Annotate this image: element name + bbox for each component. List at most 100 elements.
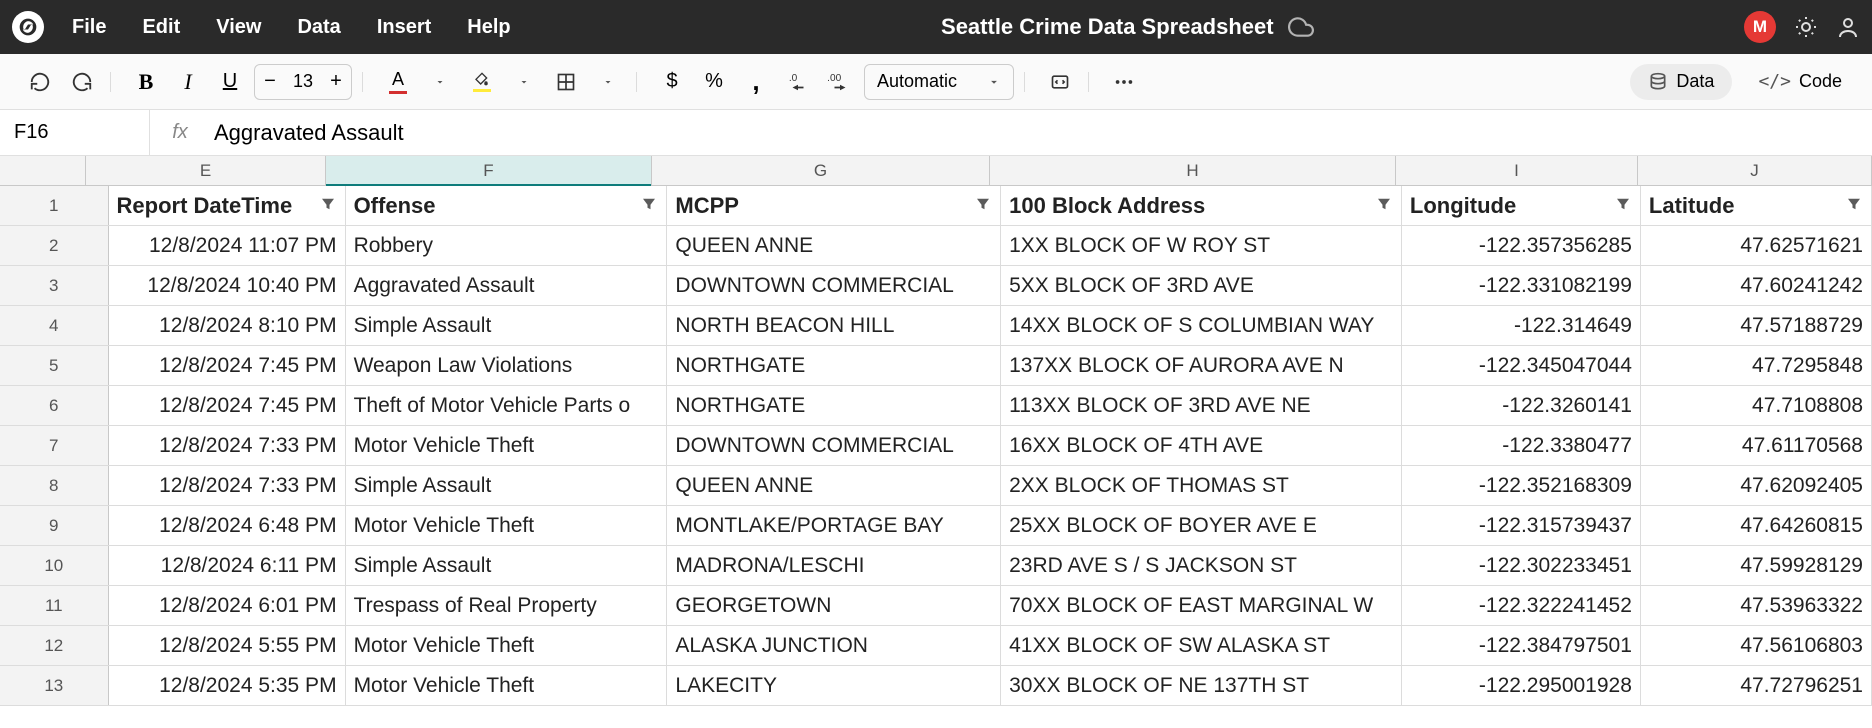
cell[interactable]: MONTLAKE/PORTAGE BAY: [667, 506, 1001, 545]
cell[interactable]: 12/8/2024 6:01 PM: [109, 586, 346, 625]
cell[interactable]: Motor Vehicle Theft: [346, 506, 668, 545]
cell[interactable]: Motor Vehicle Theft: [346, 426, 668, 465]
currency-button[interactable]: $: [654, 64, 690, 100]
cell[interactable]: -122.3380477: [1402, 426, 1641, 465]
cell[interactable]: -122.314649: [1402, 306, 1641, 345]
cell[interactable]: 12/8/2024 5:55 PM: [109, 626, 346, 665]
cell[interactable]: 47.53963322: [1641, 586, 1872, 625]
cell[interactable]: -122.302233451: [1402, 546, 1641, 585]
filter-icon[interactable]: [974, 193, 992, 219]
cell[interactable]: DOWNTOWN COMMERCIAL: [667, 426, 1001, 465]
cell[interactable]: 12/8/2024 8:10 PM: [109, 306, 346, 345]
cell[interactable]: QUEEN ANNE: [667, 226, 1001, 265]
cell[interactable]: Motor Vehicle Theft: [346, 666, 668, 705]
font-size-increase[interactable]: +: [321, 70, 351, 93]
share-icon[interactable]: [1836, 15, 1860, 39]
column-title[interactable]: Latitude: [1641, 186, 1872, 225]
filter-icon[interactable]: [1845, 193, 1863, 219]
row-header[interactable]: 1: [0, 186, 109, 225]
cell[interactable]: 47.62092405: [1641, 466, 1872, 505]
row-header[interactable]: 9: [0, 506, 109, 545]
app-logo[interactable]: [12, 11, 44, 43]
text-color-button[interactable]: A: [380, 64, 416, 100]
cell[interactable]: 47.7108808: [1641, 386, 1872, 425]
text-color-dropdown[interactable]: [422, 64, 458, 100]
column-title[interactable]: MCPP: [667, 186, 1001, 225]
font-size-input[interactable]: [285, 71, 321, 92]
cell[interactable]: Robbery: [346, 226, 668, 265]
cell[interactable]: 47.60241242: [1641, 266, 1872, 305]
cell[interactable]: Trespass of Real Property: [346, 586, 668, 625]
cell[interactable]: -122.331082199: [1402, 266, 1641, 305]
cell[interactable]: Simple Assault: [346, 306, 668, 345]
cell[interactable]: ALASKA JUNCTION: [667, 626, 1001, 665]
cell[interactable]: NORTHGATE: [667, 346, 1001, 385]
menu-insert[interactable]: Insert: [377, 16, 431, 39]
cell[interactable]: 70XX BLOCK OF EAST MARGINAL W: [1001, 586, 1402, 625]
column-header-E[interactable]: E: [86, 156, 326, 185]
cell[interactable]: -122.357356285: [1402, 226, 1641, 265]
fill-color-dropdown[interactable]: [506, 64, 542, 100]
cell[interactable]: 47.57188729: [1641, 306, 1872, 345]
cell[interactable]: Simple Assault: [346, 466, 668, 505]
cell-reference-box[interactable]: F16: [0, 110, 150, 155]
cell[interactable]: Theft of Motor Vehicle Parts o: [346, 386, 668, 425]
cell[interactable]: 47.7295848: [1641, 346, 1872, 385]
cell[interactable]: -122.352168309: [1402, 466, 1641, 505]
cell[interactable]: 12/8/2024 5:35 PM: [109, 666, 346, 705]
theme-toggle-icon[interactable]: [1794, 15, 1818, 39]
bold-button[interactable]: B: [128, 64, 164, 100]
column-title[interactable]: 100 Block Address: [1001, 186, 1402, 225]
cell[interactable]: 2XX BLOCK OF THOMAS ST: [1001, 466, 1402, 505]
italic-button[interactable]: I: [170, 64, 206, 100]
user-avatar[interactable]: M: [1744, 11, 1776, 43]
number-format-select[interactable]: Automatic: [864, 64, 1014, 100]
select-all-corner[interactable]: [0, 156, 86, 185]
cell[interactable]: 30XX BLOCK OF NE 137TH ST: [1001, 666, 1402, 705]
cell[interactable]: DOWNTOWN COMMERCIAL: [667, 266, 1001, 305]
cell[interactable]: 41XX BLOCK OF SW ALASKA ST: [1001, 626, 1402, 665]
row-header[interactable]: 5: [0, 346, 109, 385]
document-title[interactable]: Seattle Crime Data Spreadsheet: [941, 14, 1274, 40]
column-header-H[interactable]: H: [990, 156, 1396, 185]
column-title[interactable]: Report DateTime: [109, 186, 346, 225]
cell[interactable]: QUEEN ANNE: [667, 466, 1001, 505]
borders-dropdown[interactable]: [590, 64, 626, 100]
cell[interactable]: 47.72796251: [1641, 666, 1872, 705]
redo-button[interactable]: [64, 64, 100, 100]
menu-edit[interactable]: Edit: [142, 16, 180, 39]
cell[interactable]: LAKECITY: [667, 666, 1001, 705]
cell[interactable]: NORTHGATE: [667, 386, 1001, 425]
cell[interactable]: -122.322241452: [1402, 586, 1641, 625]
cell[interactable]: Motor Vehicle Theft: [346, 626, 668, 665]
cell[interactable]: Aggravated Assault: [346, 266, 668, 305]
cell[interactable]: 12/8/2024 7:45 PM: [109, 386, 346, 425]
filter-icon[interactable]: [319, 193, 337, 219]
cell[interactable]: NORTH BEACON HILL: [667, 306, 1001, 345]
thousands-button[interactable]: ,: [738, 64, 774, 100]
row-header[interactable]: 10: [0, 546, 109, 585]
cell[interactable]: 12/8/2024 7:33 PM: [109, 466, 346, 505]
cell[interactable]: 5XX BLOCK OF 3RD AVE: [1001, 266, 1402, 305]
filter-icon[interactable]: [1375, 193, 1393, 219]
row-header[interactable]: 12: [0, 626, 109, 665]
cell[interactable]: 47.56106803: [1641, 626, 1872, 665]
percent-button[interactable]: %: [696, 64, 732, 100]
row-header[interactable]: 4: [0, 306, 109, 345]
cell[interactable]: 12/8/2024 7:33 PM: [109, 426, 346, 465]
cell[interactable]: 14XX BLOCK OF S COLUMBIAN WAY: [1001, 306, 1402, 345]
filter-icon[interactable]: [1614, 193, 1632, 219]
menu-file[interactable]: File: [72, 16, 106, 39]
cell[interactable]: 12/8/2024 6:11 PM: [109, 546, 346, 585]
cell[interactable]: 12/8/2024 10:40 PM: [109, 266, 346, 305]
cell[interactable]: 47.62571621: [1641, 226, 1872, 265]
cell[interactable]: 113XX BLOCK OF 3RD AVE NE: [1001, 386, 1402, 425]
filter-icon[interactable]: [640, 193, 658, 219]
cell[interactable]: MADRONA/LESCHI: [667, 546, 1001, 585]
cell[interactable]: 23RD AVE S / S JACKSON ST: [1001, 546, 1402, 585]
column-header-I[interactable]: I: [1396, 156, 1638, 185]
cell[interactable]: 1XX BLOCK OF W ROY ST: [1001, 226, 1402, 265]
fill-color-button[interactable]: [464, 64, 500, 100]
undo-button[interactable]: [22, 64, 58, 100]
cell[interactable]: -122.315739437: [1402, 506, 1641, 545]
